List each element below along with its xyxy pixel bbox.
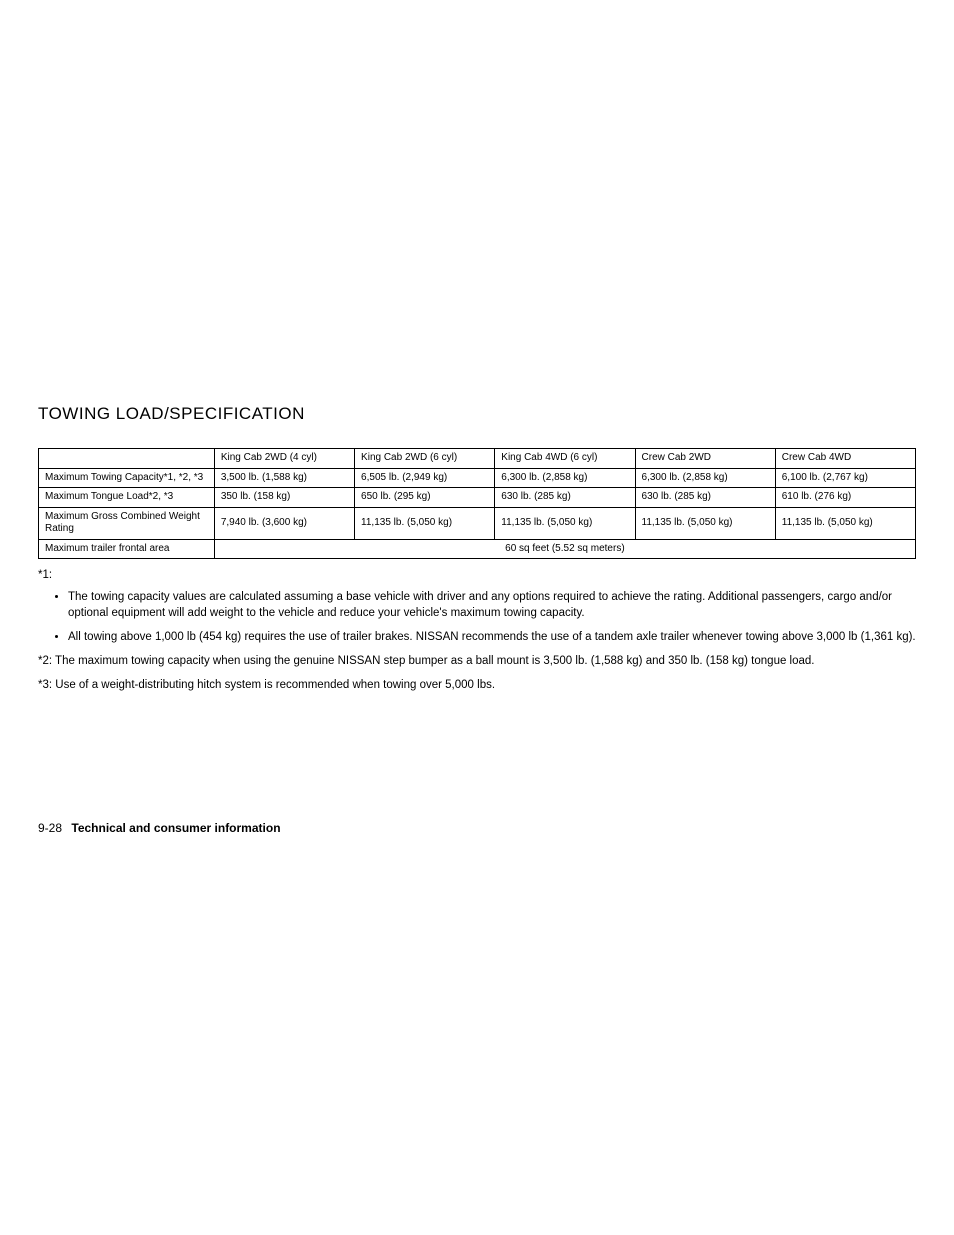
- row-cell: 6,300 lb. (2,858 kg): [495, 468, 635, 488]
- note-bullet: The towing capacity values are calculate…: [68, 589, 916, 621]
- row-cell: 11,135 lb. (5,050 kg): [635, 507, 775, 539]
- row-cell: 11,135 lb. (5,050 kg): [495, 507, 635, 539]
- note-bullets: The towing capacity values are calculate…: [38, 589, 916, 645]
- page-number: 9-28: [38, 821, 62, 835]
- row-cell: 630 lb. (285 kg): [635, 488, 775, 508]
- note-bullet: All towing above 1,000 lb (454 kg) requi…: [68, 629, 916, 645]
- row-label: Maximum trailer frontal area: [39, 539, 215, 559]
- towing-spec-table: King Cab 2WD (4 cyl) King Cab 2WD (6 cyl…: [38, 448, 916, 559]
- row-cell: 6,300 lb. (2,858 kg): [635, 468, 775, 488]
- col-header: Crew Cab 4WD: [775, 449, 915, 469]
- col-header: King Cab 2WD (4 cyl): [214, 449, 354, 469]
- row-cell: 7,940 lb. (3,600 kg): [214, 507, 354, 539]
- row-cell: 630 lb. (285 kg): [495, 488, 635, 508]
- row-cell: 6,505 lb. (2,949 kg): [355, 468, 495, 488]
- note-prefix: *1:: [38, 567, 916, 583]
- row-cell: 11,135 lb. (5,050 kg): [355, 507, 495, 539]
- note-3: *3: Use of a weight-distributing hitch s…: [38, 677, 916, 693]
- row-merged-cell: 60 sq feet (5.52 sq meters): [214, 539, 915, 559]
- page-heading: TOWING LOAD/SPECIFICATION: [38, 404, 916, 424]
- row-cell: 650 lb. (295 kg): [355, 488, 495, 508]
- note-2: *2: The maximum towing capacity when usi…: [38, 653, 916, 669]
- row-label: Maximum Tongue Load*2, *3: [39, 488, 215, 508]
- row-cell: 610 lb. (276 kg): [775, 488, 915, 508]
- page: TOWING LOAD/SPECIFICATION King Cab 2WD (…: [0, 0, 954, 1235]
- row-cell: 3,500 lb. (1,588 kg): [214, 468, 354, 488]
- page-footer: 9-28 Technical and consumer information: [38, 821, 281, 835]
- row-label: Maximum Gross Combined Weight Rating: [39, 507, 215, 539]
- table-row: Maximum Tongue Load*2, *3 350 lb. (158 k…: [39, 488, 916, 508]
- table-row: Maximum Towing Capacity*1, *2, *3 3,500 …: [39, 468, 916, 488]
- row-cell: 6,100 lb. (2,767 kg): [775, 468, 915, 488]
- row-label: Maximum Towing Capacity*1, *2, *3: [39, 468, 215, 488]
- table-header-row: King Cab 2WD (4 cyl) King Cab 2WD (6 cyl…: [39, 449, 916, 469]
- row-cell: 350 lb. (158 kg): [214, 488, 354, 508]
- table-row: Maximum Gross Combined Weight Rating 7,9…: [39, 507, 916, 539]
- table-header-blank: [39, 449, 215, 469]
- col-header: King Cab 2WD (6 cyl): [355, 449, 495, 469]
- row-cell: 11,135 lb. (5,050 kg): [775, 507, 915, 539]
- col-header: Crew Cab 2WD: [635, 449, 775, 469]
- section-title: Technical and consumer information: [71, 821, 280, 835]
- col-header: King Cab 4WD (6 cyl): [495, 449, 635, 469]
- notes-block: *1: The towing capacity values are calcu…: [38, 567, 916, 694]
- table-row-frontal: Maximum trailer frontal area 60 sq feet …: [39, 539, 916, 559]
